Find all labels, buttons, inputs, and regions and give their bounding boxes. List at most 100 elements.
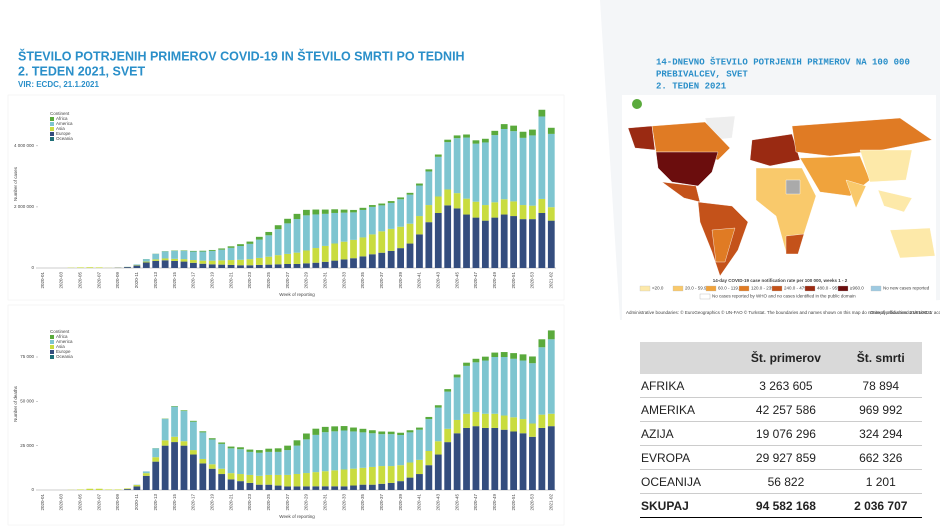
bar-segment — [142, 262, 150, 268]
bar-segment — [227, 260, 235, 265]
map-legend-label: ≥960.0 — [850, 286, 864, 291]
bar-segment — [274, 264, 282, 268]
bar-segment — [331, 426, 339, 432]
x-tick-label: 2020-31 — [322, 272, 327, 289]
map-legend-swatch — [804, 285, 816, 292]
bar-segment — [180, 259, 188, 262]
bar-segment — [321, 426, 329, 433]
bar-segment — [463, 413, 470, 428]
bar-segment — [303, 250, 310, 264]
bar-segment — [519, 137, 527, 206]
bar-segment — [340, 486, 348, 490]
map-legend-label: 240.0 - 479.9 — [784, 286, 811, 291]
bar-segment — [500, 429, 508, 490]
x-tick-label: 2020-33 — [341, 272, 346, 289]
country — [655, 151, 719, 187]
bar-segment — [519, 131, 527, 138]
map-legend-swatch — [672, 285, 684, 292]
y-axis-label: Number of cases — [13, 166, 18, 201]
bar-segment — [368, 206, 376, 235]
bar-segment — [397, 199, 404, 227]
bar-segment — [519, 360, 527, 420]
bar-segment — [510, 131, 518, 202]
bar-segment — [434, 213, 442, 268]
x-tick-label: 2020-41 — [417, 494, 422, 511]
bar-segment — [416, 183, 423, 186]
bar-segment — [425, 222, 433, 268]
bar-segment — [444, 428, 452, 443]
x-tick-label: 2020-07 — [96, 494, 101, 511]
bar-segment — [387, 431, 395, 435]
bar-segment — [472, 201, 480, 218]
bar-segment — [265, 474, 273, 485]
bar-segment — [547, 220, 555, 268]
country — [889, 227, 936, 259]
bar-segment — [472, 143, 480, 202]
x-tick-label: 2020-25 — [266, 494, 271, 511]
bar-segment — [425, 465, 433, 490]
bar-segment — [368, 484, 376, 490]
x-axis-label: Week of reporting — [279, 292, 315, 297]
bar-segment — [453, 377, 461, 420]
x-tick-label: 2020-19 — [209, 272, 214, 289]
bar-segment — [171, 442, 178, 490]
bar-segment — [472, 140, 480, 144]
x-tick-label: 2020-41 — [417, 272, 422, 289]
bar-segment — [199, 463, 207, 490]
bar-segment — [519, 354, 527, 361]
x-tick-label: 2020-19 — [209, 494, 214, 511]
bar-segment — [491, 130, 499, 136]
bar-segment — [416, 429, 423, 460]
bar-segment — [180, 410, 188, 412]
table-row: OCEANIJA 56 822 1 201 — [640, 469, 922, 494]
x-tick-label: 2020-17 — [191, 494, 196, 511]
bar-segment — [274, 225, 282, 230]
bar-segment — [246, 259, 254, 266]
x-tick-label: 2020-05 — [78, 272, 83, 289]
x-tick-label: 2020-29 — [304, 272, 309, 289]
bar-segment — [444, 189, 452, 206]
bar-segment — [293, 486, 301, 490]
bar-segment — [180, 445, 188, 490]
bar-segment — [350, 212, 357, 240]
legend-label: Europe — [56, 349, 71, 354]
bar-segment — [529, 129, 536, 136]
cell: SKUPAJ — [640, 493, 733, 518]
country — [711, 227, 736, 263]
bar-segment — [472, 217, 480, 268]
bar-segment — [444, 389, 452, 392]
bar-segment — [142, 261, 150, 263]
bar-segment — [218, 443, 226, 469]
legend-title: Continent — [50, 329, 70, 334]
bar-segment — [416, 216, 423, 235]
bar-segment — [133, 486, 141, 490]
bar-segment — [538, 116, 546, 199]
bar-segment — [227, 264, 235, 268]
bar-segment — [161, 258, 169, 261]
bar-segment — [171, 250, 178, 259]
legend-swatch — [50, 335, 54, 339]
bar-segment — [434, 405, 442, 408]
map-legend-label: No cases reported by WHO and no cases id… — [712, 294, 856, 299]
bar-segment — [331, 470, 339, 487]
map-footnote: Administrative boundaries: © EuroGeograp… — [626, 309, 940, 315]
legend-title: Continent — [50, 111, 70, 116]
bar-segment — [425, 450, 433, 466]
bar-segment — [142, 475, 150, 490]
bar-segment — [265, 448, 273, 452]
bar-segment — [444, 442, 452, 490]
x-tick-label: 2020-01 — [40, 272, 45, 289]
bar-segment — [208, 439, 216, 465]
bar-segment — [227, 448, 235, 474]
x-tick-label: 2020-23 — [247, 272, 252, 289]
bar-segment — [303, 473, 310, 487]
bar-segment — [472, 411, 480, 427]
map-legend-label: 60.0 - 119.9 — [718, 286, 742, 291]
bar-segment — [547, 207, 555, 221]
bar-segment — [303, 433, 310, 440]
bar-segment — [529, 205, 536, 220]
cell: 94 582 168 — [732, 493, 840, 518]
bar-segment — [359, 256, 367, 268]
bar-segment — [397, 481, 404, 490]
